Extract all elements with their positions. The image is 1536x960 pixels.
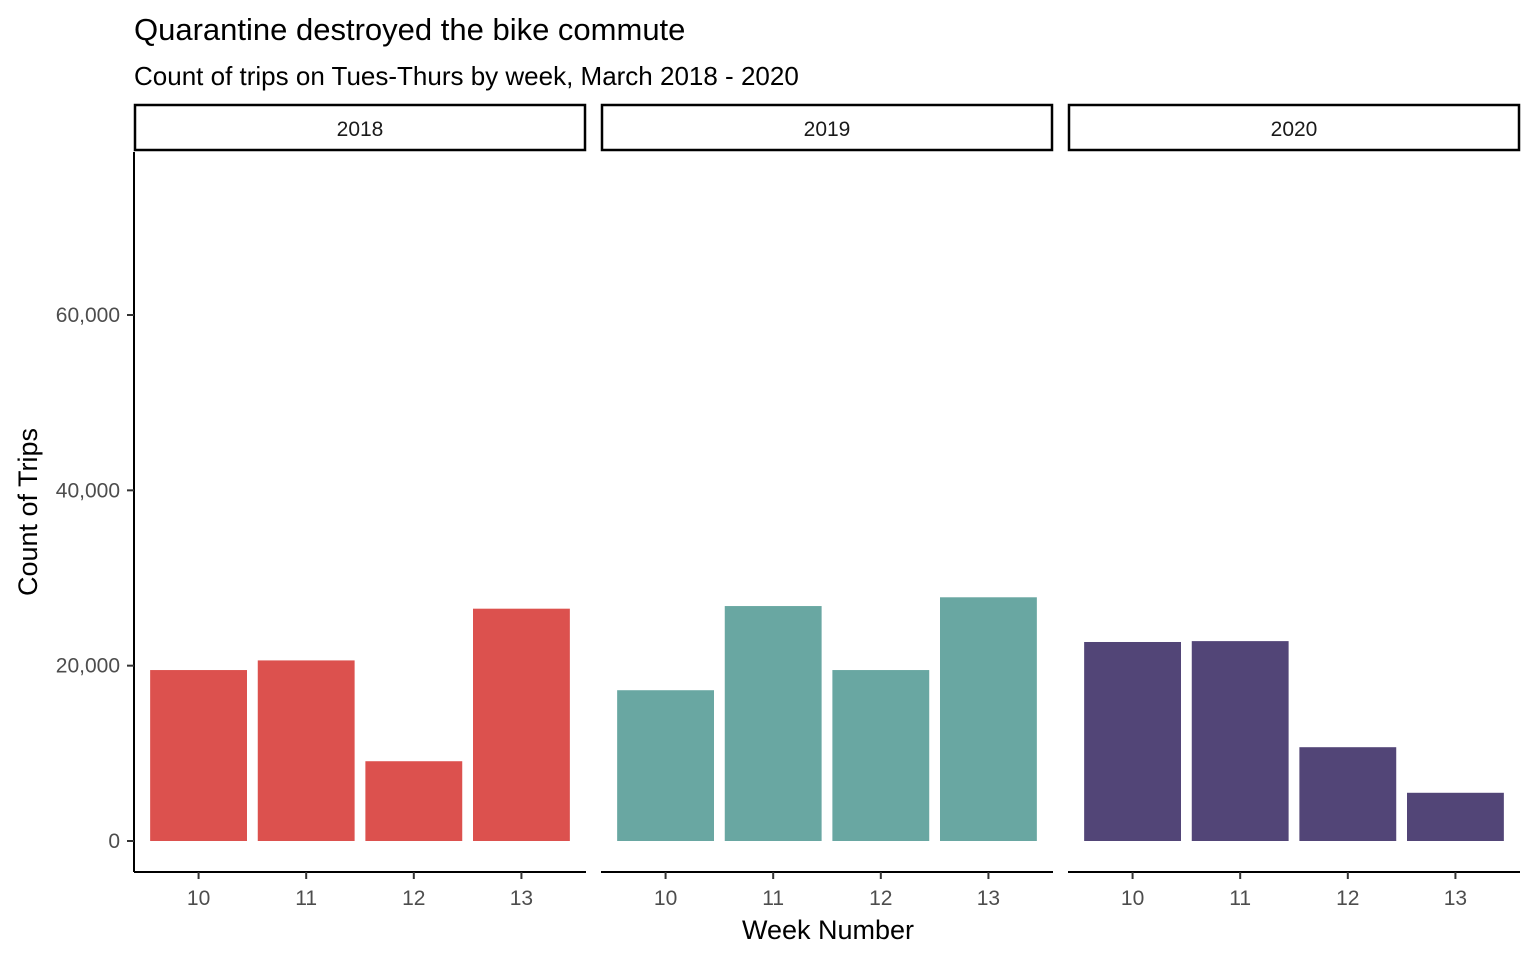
x-tick-label: 13 [977,887,1000,910]
x-tick-label: 10 [654,887,677,910]
bar-2018-week-12 [365,761,463,841]
facet-strip-label: 2019 [804,118,851,141]
facet-strip-2018 [133,103,587,152]
x-tick-label: 13 [1444,887,1467,910]
x-tick-label: 13 [510,887,533,910]
bar-2018-week-13 [473,608,570,841]
bar-2018-week-10 [150,670,247,841]
bar-2020-week-13 [1407,792,1504,841]
y-axis-title: Count of Trips [13,428,43,596]
facet-strip-2020 [1067,103,1521,152]
bar-2019-week-12 [832,670,930,841]
y-tick-label: 60,000 [56,304,120,327]
x-tick-label: 11 [762,887,784,910]
x-tick-label: 12 [402,887,425,910]
y-tick-label: 40,000 [56,479,120,502]
x-axis-title: Week Number [742,915,914,945]
bar-2020-week-10 [1084,641,1181,841]
bar-2019-week-13 [940,597,1037,841]
bar-2019-week-11 [724,606,822,841]
y-tick-label: 0 [108,830,120,853]
x-tick-label: 12 [869,887,892,910]
bar-2020-week-12 [1299,747,1397,841]
x-tick-label: 11 [295,887,317,910]
chart-title: Quarantine destroyed the bike commute [134,12,686,47]
facet-strip-label: 2018 [337,118,384,141]
bar-2018-week-11 [257,660,355,841]
bar-2019-week-10 [617,690,714,841]
x-tick-label: 10 [1121,887,1144,910]
x-tick-label: 11 [1229,887,1251,910]
y-tick-label: 20,000 [56,655,120,678]
bar-2020-week-11 [1191,641,1289,841]
facet-strip-label: 2020 [1271,118,1318,141]
x-tick-label: 10 [187,887,210,910]
plot-layer: 0 20,000 40,000 60,000 2018 10 11 12 13 2019 10 11 1… [56,103,1521,910]
chart-subtitle: Count of trips on Tues-Thurs by week, Ma… [134,61,799,91]
x-tick-label: 12 [1336,887,1359,910]
facet-strip-2019 [600,103,1054,152]
